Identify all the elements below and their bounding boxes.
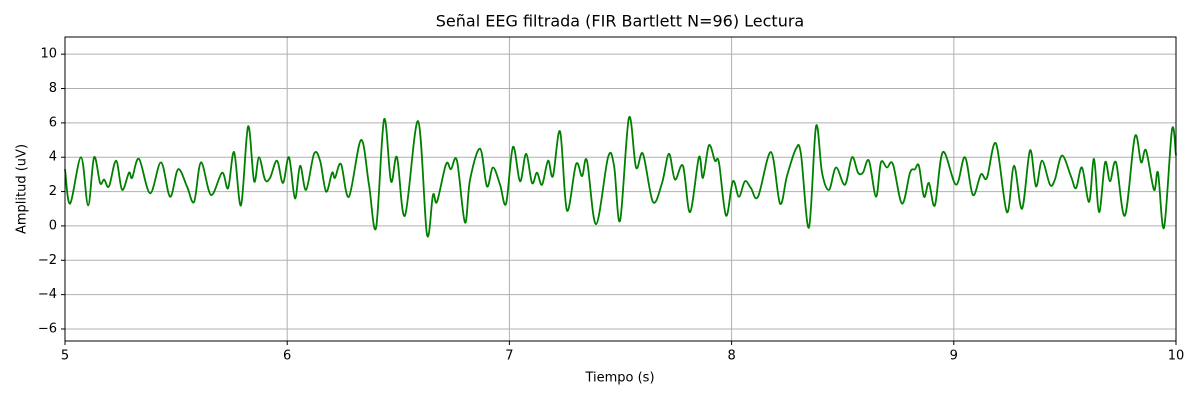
- chart-title: Señal EEG filtrada (FIR Bartlett N=96) L…: [436, 12, 804, 31]
- axes-frame: [64, 36, 1177, 342]
- y-tick-label: 10: [40, 47, 57, 62]
- x-tick-label: 9: [950, 349, 958, 364]
- x-axis-label: Tiempo (s): [584, 371, 654, 386]
- y-tick-label: 2: [49, 184, 57, 199]
- y-tick-label: −6: [38, 321, 57, 336]
- y-tick-label: 4: [49, 150, 57, 165]
- x-tick-label: 5: [61, 349, 69, 364]
- y-tick-label: −4: [38, 287, 57, 302]
- y-tick-label: −2: [38, 253, 57, 268]
- grid-layer: [64, 37, 1177, 341]
- y-tick-label: 8: [49, 81, 57, 96]
- x-tick-label: 10: [1168, 349, 1185, 364]
- plot-layer: [64, 115, 1177, 238]
- y-axis-label: Amplitud (uV): [15, 144, 30, 234]
- y-tick-label: 6: [49, 115, 57, 130]
- x-tick-label: 8: [727, 349, 735, 364]
- x-tick-label: 7: [505, 349, 513, 364]
- y-tick-label: 0: [49, 218, 57, 233]
- x-tick-label: 6: [283, 349, 291, 364]
- signal-line: [64, 115, 1177, 238]
